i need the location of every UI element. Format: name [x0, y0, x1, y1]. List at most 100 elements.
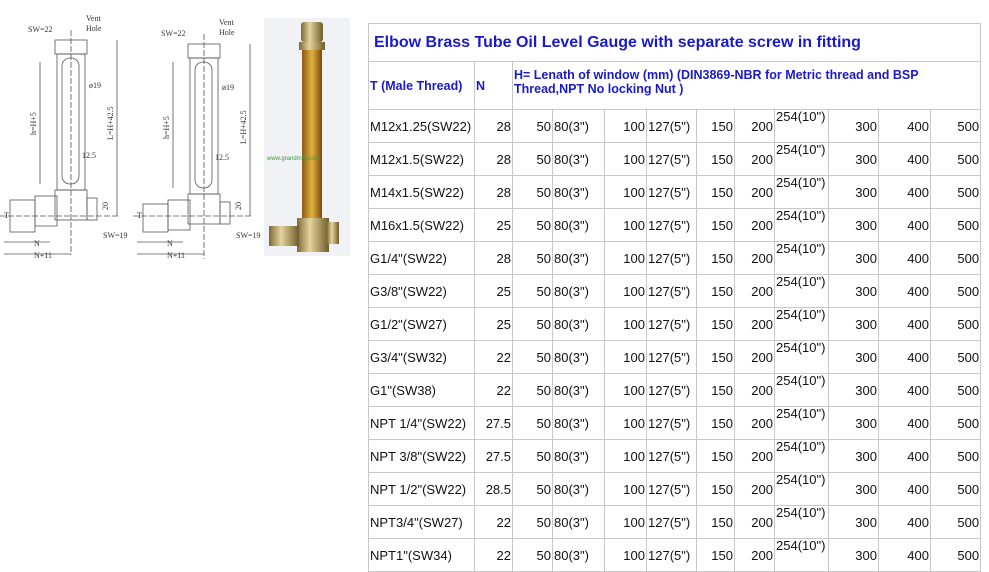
cell-h-value: 200 — [734, 274, 775, 308]
cell-h-value: 50 — [512, 274, 553, 308]
cell-h-value: 200 — [734, 472, 775, 506]
sw-side-label: SW=19 — [236, 231, 261, 240]
cell-h-value: 127(5") — [646, 175, 697, 209]
cell-h-value: 80(3") — [552, 241, 605, 275]
cell-h-value: 500 — [929, 472, 982, 506]
cell-h-value: 200 — [734, 109, 775, 143]
cell-h-value: 80(3") — [552, 406, 605, 440]
technical-drawing: SW=22 Vent Hole ø19 12.5 h=H+5 L=H+42.5 … — [0, 14, 261, 260]
cell-thread: G3/4"(SW32) — [368, 340, 475, 374]
l-label: L=H+42.5 — [106, 106, 115, 140]
cell-h-value: 400 — [878, 406, 931, 440]
cell-h-value: 500 — [929, 307, 982, 341]
cell-n: 25 — [474, 274, 513, 308]
table-row: NPT 1/4"(SW22) 27.5 50 80(3") 100 127(5") 150 2… — [368, 406, 982, 440]
cell-h-value: 500 — [929, 142, 982, 176]
n11-label: N+11 — [167, 251, 185, 260]
cell-h-value: 200 — [734, 340, 775, 374]
cell-h-value: 50 — [512, 175, 553, 209]
cell-h-value: 100 — [604, 439, 647, 473]
base-label: 20 — [234, 202, 243, 210]
table-row: NPT1"(SW34) 22 50 80(3") 100 127(5") 150 200 254… — [368, 538, 982, 572]
cell-h-value: 400 — [878, 142, 931, 176]
cell-h-value: 100 — [604, 208, 647, 242]
cell-h-value: 254(10") — [774, 208, 829, 242]
table-row: M12x1.5(SW22) 28 50 80(3") 100 127(5") 150 200 2… — [368, 142, 982, 176]
cell-h-value: 127(5") — [646, 340, 697, 374]
cell-thread: NPT3/4"(SW27) — [368, 505, 475, 539]
cell-h-value: 300 — [828, 505, 879, 539]
h-label: h=H+5 — [29, 112, 38, 135]
cell-h-value: 100 — [604, 406, 647, 440]
cell-h-value: 300 — [828, 241, 879, 275]
cell-h-value: 150 — [696, 307, 735, 341]
hole-label: Hole — [219, 28, 235, 37]
cell-h-value: 150 — [696, 406, 735, 440]
drawing-left: SW=22 Vent Hole ø19 12.5 h=H+5 L=H+42.5 … — [0, 14, 128, 260]
cell-h-value: 254(10") — [774, 340, 829, 374]
cell-h-value: 127(5") — [646, 208, 697, 242]
cell-h-value: 100 — [604, 175, 647, 209]
cell-n: 28 — [474, 109, 513, 143]
product-photo: www.grandmfg.com — [264, 18, 350, 256]
cell-h-value: 127(5") — [646, 274, 697, 308]
table-row: M14x1.5(SW22) 28 50 80(3") 100 127(5") 150 200 2… — [368, 175, 982, 209]
t-label: T — [4, 211, 9, 220]
cell-h-value: 254(10") — [774, 142, 829, 176]
cell-n: 28 — [474, 175, 513, 209]
cell-h-value: 150 — [696, 241, 735, 275]
cell-h-value: 500 — [929, 439, 982, 473]
cell-h-value: 100 — [604, 142, 647, 176]
cell-h-value: 150 — [696, 142, 735, 176]
width-label: 12.5 — [82, 151, 96, 160]
cell-h-value: 400 — [878, 439, 931, 473]
sw-side-label: SW=19 — [103, 231, 128, 240]
cell-h-value: 127(5") — [646, 109, 697, 143]
cell-h-value: 200 — [734, 142, 775, 176]
cell-h-value: 200 — [734, 406, 775, 440]
cell-h-value: 300 — [828, 340, 879, 374]
cell-h-value: 127(5") — [646, 142, 697, 176]
photo-watermark: www.grandmfg.com — [267, 156, 320, 162]
base-label: 20 — [101, 202, 110, 210]
cell-h-value: 254(10") — [774, 406, 829, 440]
t-label: T — [137, 211, 142, 220]
cell-thread: G1"(SW38) — [368, 373, 475, 407]
cell-thread: M14x1.5(SW22) — [368, 175, 475, 209]
cell-h-value: 150 — [696, 472, 735, 506]
gauge-photo-graphic — [269, 22, 339, 252]
cell-h-value: 150 — [696, 109, 735, 143]
cell-h-value: 400 — [878, 175, 931, 209]
sw-top-label: SW=22 — [161, 29, 186, 38]
cell-h-value: 50 — [512, 472, 553, 506]
cell-h-value: 254(10") — [774, 274, 829, 308]
cell-h-value: 500 — [929, 505, 982, 539]
cell-thread: G3/8"(SW22) — [368, 274, 475, 308]
cell-n: 25 — [474, 307, 513, 341]
table-row: G1/4"(SW22) 28 50 80(3") 100 127(5") 150 200 254… — [368, 241, 982, 275]
table-row: NPT3/4"(SW27) 22 50 80(3") 100 127(5") 150 200 2… — [368, 505, 982, 539]
cell-h-value: 50 — [512, 439, 553, 473]
cell-h-value: 300 — [828, 109, 879, 143]
cell-h-value: 150 — [696, 439, 735, 473]
cell-thread: NPT 3/8"(SW22) — [368, 439, 475, 473]
cell-n: 22 — [474, 538, 513, 572]
cell-h-value: 254(10") — [774, 472, 829, 506]
cell-h-value: 80(3") — [552, 142, 605, 176]
cell-h-value: 150 — [696, 175, 735, 209]
cell-thread: NPT 1/4"(SW22) — [368, 406, 475, 440]
cell-h-value: 150 — [696, 208, 735, 242]
cell-thread: NPT1"(SW34) — [368, 538, 475, 572]
cell-h-value: 200 — [734, 538, 775, 572]
header-n: N — [474, 61, 513, 110]
cell-h-value: 50 — [512, 241, 553, 275]
cell-h-value: 80(3") — [552, 439, 605, 473]
cell-h-value: 100 — [604, 505, 647, 539]
header-h: H= Lenath of window (mm) (DIN3869-NBR fo… — [511, 61, 982, 110]
cell-h-value: 50 — [512, 307, 553, 341]
cell-h-value: 50 — [512, 406, 553, 440]
cell-h-value: 400 — [878, 472, 931, 506]
table-row: NPT 1/2"(SW22) 28.5 50 80(3") 100 127(5") 150 2… — [368, 472, 982, 506]
table-row: G1/2"(SW27) 25 50 80(3") 100 127(5") 150 200 254… — [368, 307, 982, 341]
cell-h-value: 200 — [734, 505, 775, 539]
